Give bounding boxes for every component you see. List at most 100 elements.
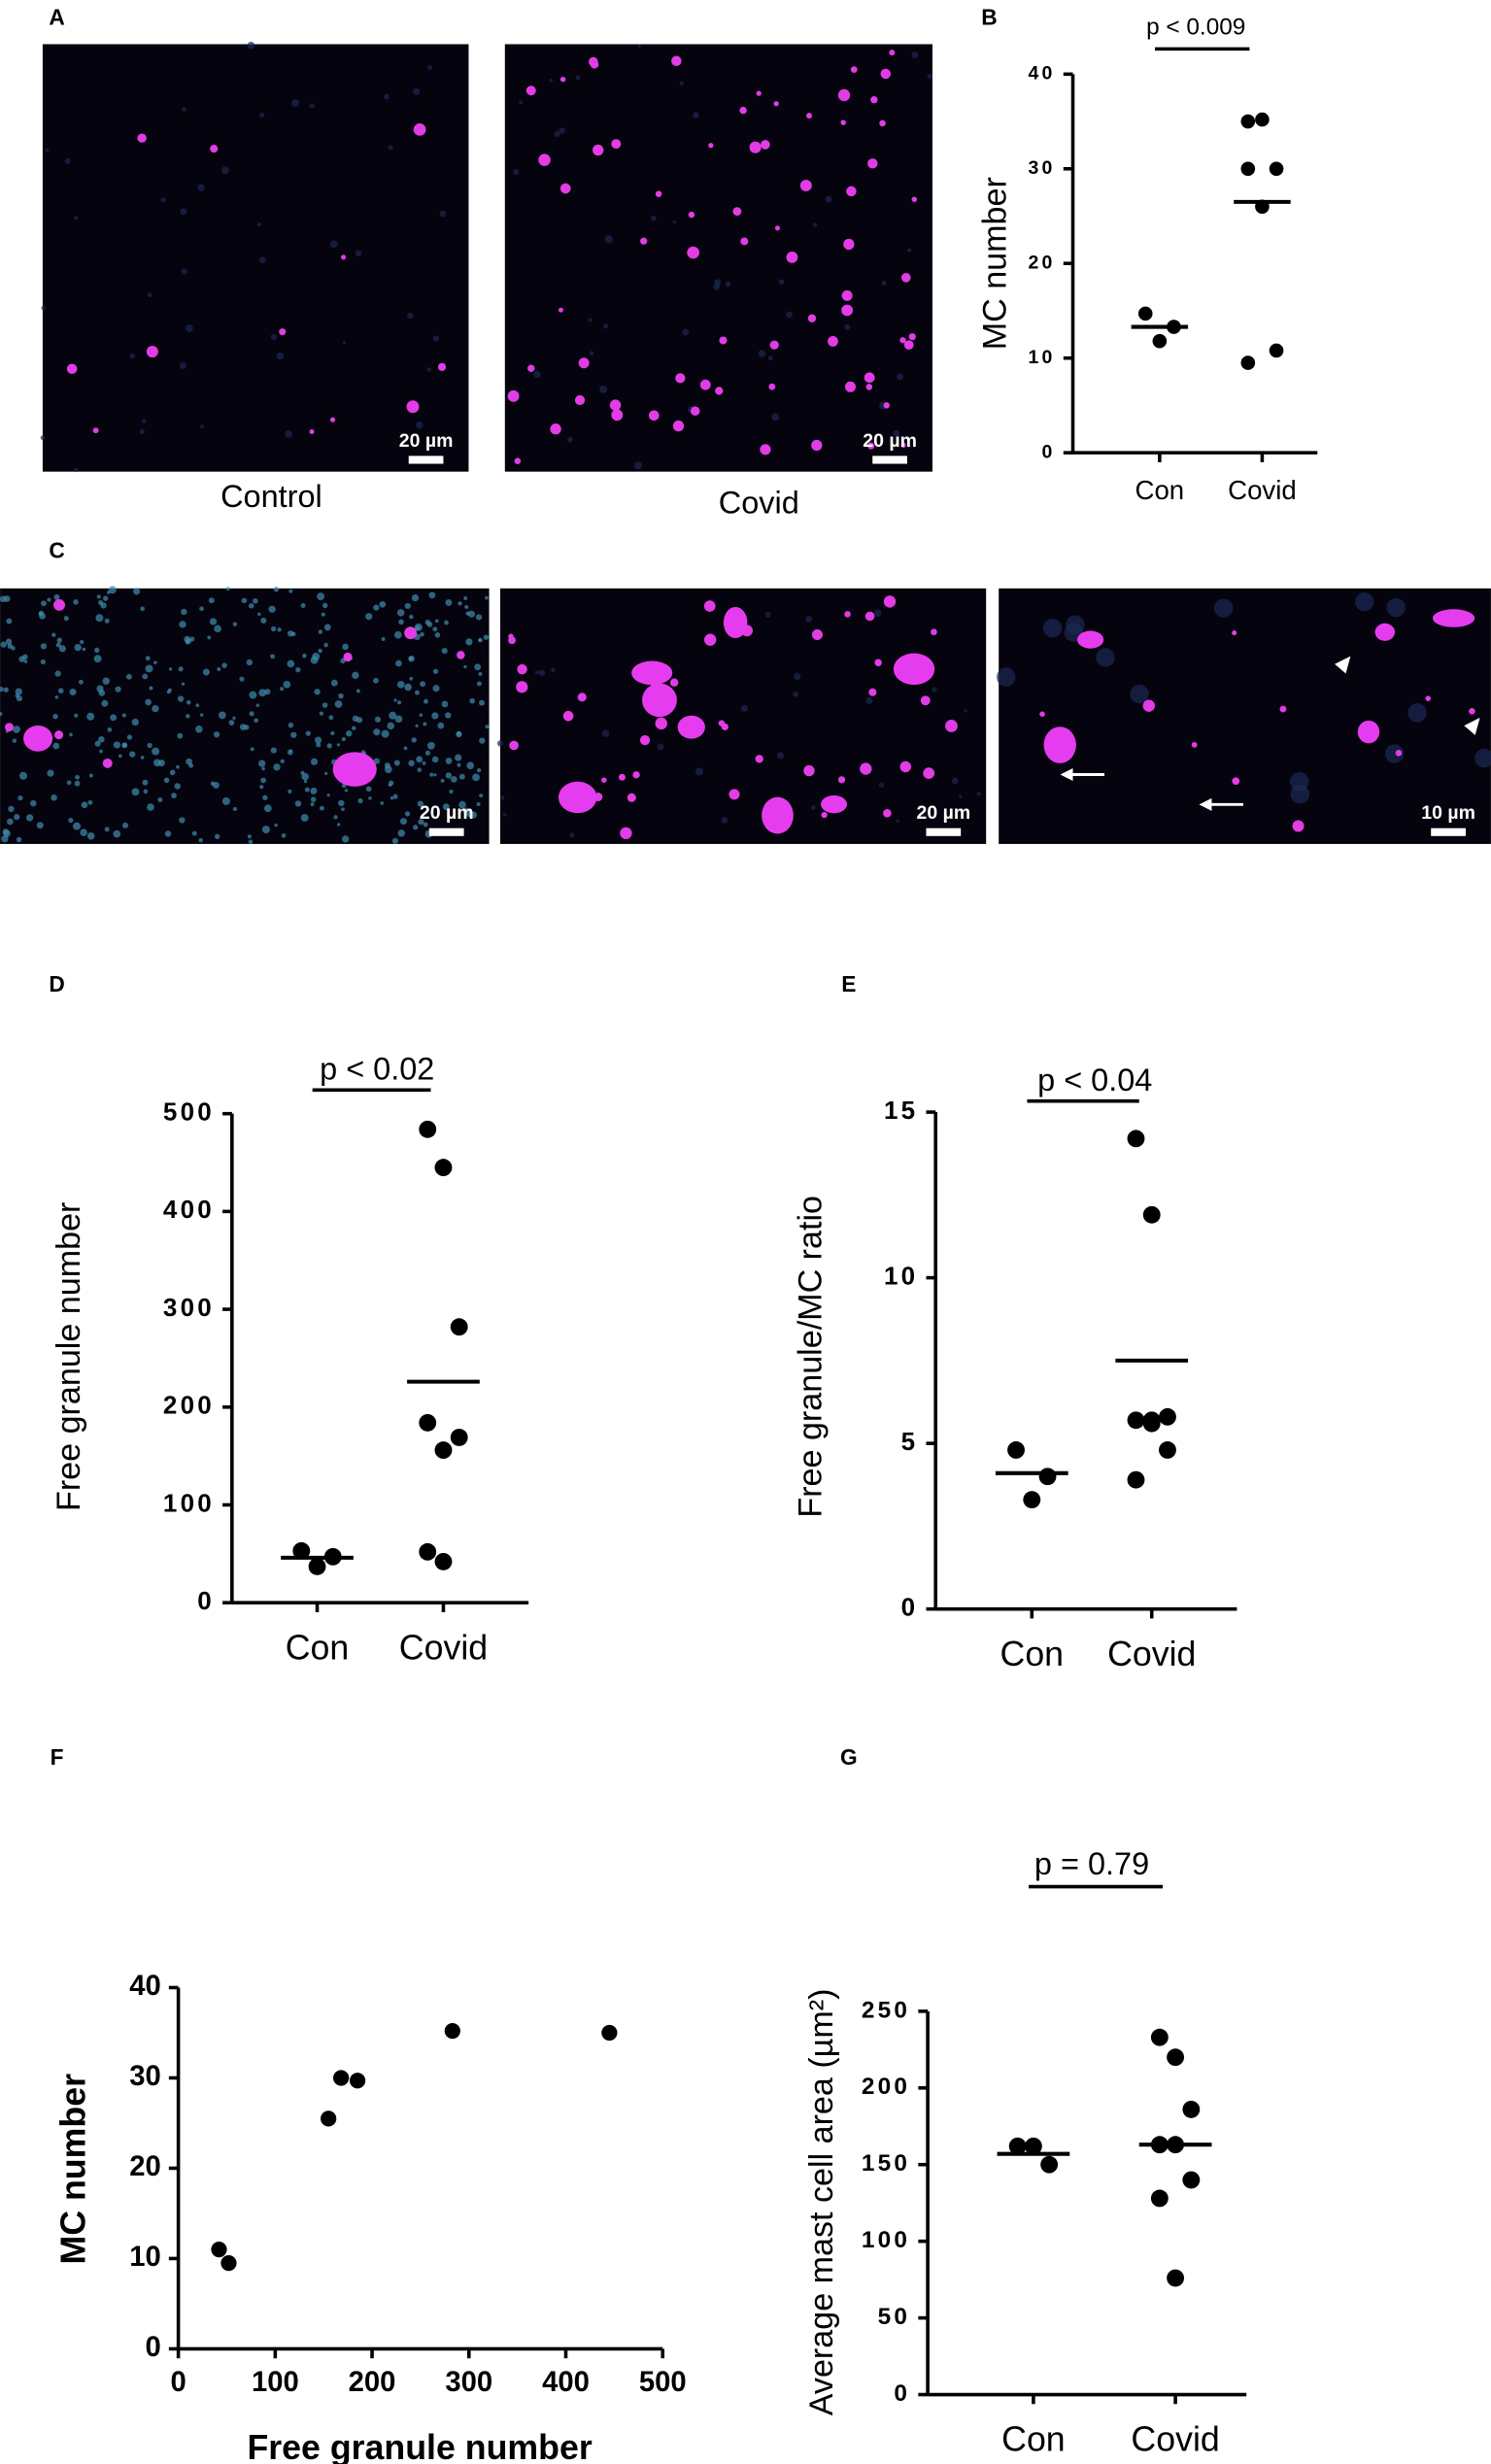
mast-cell <box>773 101 779 107</box>
nucleus <box>1407 703 1427 723</box>
nucleus <box>96 594 101 599</box>
data-point <box>1182 2171 1201 2189</box>
nucleus <box>149 686 153 691</box>
nucleus <box>393 698 397 702</box>
nucleus <box>142 419 147 423</box>
nucleus <box>810 805 816 810</box>
mast-cell <box>601 777 607 783</box>
nucleus <box>72 822 82 830</box>
nucleus <box>445 712 452 719</box>
mast-cell <box>640 237 648 245</box>
mast-cell <box>279 328 287 336</box>
nucleus <box>865 696 873 704</box>
nucleus <box>330 730 335 736</box>
y-tick-label: 10 <box>129 2242 161 2273</box>
nucleus <box>38 610 45 616</box>
nucleus <box>25 814 34 822</box>
nucleus <box>232 622 238 626</box>
nucleus <box>64 157 71 164</box>
mast-cell <box>589 56 598 67</box>
nucleus <box>693 112 699 118</box>
mast-cell <box>899 760 912 773</box>
data-point <box>1023 1491 1041 1509</box>
nucleus <box>379 600 387 608</box>
nucleus <box>163 777 170 784</box>
nucleus <box>388 145 393 151</box>
nucleus <box>651 215 657 221</box>
mast-cell <box>786 251 798 263</box>
nucleus <box>54 695 59 699</box>
nucleus <box>341 835 350 843</box>
nucleus <box>312 652 321 660</box>
data-point <box>349 2073 366 2089</box>
mast-cell <box>811 628 823 641</box>
mast-cell <box>516 681 528 693</box>
nucleus <box>476 802 481 807</box>
mast-cell <box>1395 750 1403 757</box>
mast-cell <box>740 237 749 246</box>
mast-cell <box>527 364 535 372</box>
nucleus <box>672 220 677 224</box>
nucleus <box>98 736 105 743</box>
data-point <box>211 2242 227 2258</box>
scale-bar <box>872 456 907 464</box>
nucleus <box>99 749 103 754</box>
y-axis-label: MC number <box>977 177 1014 350</box>
nucleus <box>465 809 474 818</box>
p-value: p < 0.02 <box>320 1051 434 1086</box>
nucleus <box>793 692 798 697</box>
x-tick-label: Covid <box>399 1628 488 1667</box>
mast-cell <box>893 653 935 686</box>
nucleus <box>679 81 684 85</box>
mast-cell <box>538 153 551 166</box>
nucleus <box>958 794 963 798</box>
nucleus <box>397 829 406 837</box>
nucleus <box>463 664 467 669</box>
nucleus <box>220 166 229 175</box>
nucleus <box>323 642 328 648</box>
nucleus <box>334 700 343 708</box>
nucleus <box>324 771 328 775</box>
data-point <box>1127 1470 1145 1489</box>
nucleus <box>695 767 703 776</box>
mast-cell <box>749 141 762 153</box>
nucleus <box>202 668 210 676</box>
nucleus <box>164 830 172 837</box>
mast-cell <box>92 427 99 434</box>
mast-cell <box>5 723 14 732</box>
panel-label: C <box>49 537 64 562</box>
nucleus <box>87 799 93 805</box>
nucleus <box>713 283 720 290</box>
nucleus <box>199 424 204 429</box>
nucleus <box>253 597 258 604</box>
panel-label: E <box>841 971 856 996</box>
nucleus <box>186 699 191 705</box>
mast-cell <box>1232 630 1237 636</box>
scale-label: 20 µm <box>420 802 474 824</box>
nucleus <box>1 835 9 843</box>
nucleus <box>199 606 204 612</box>
nucleus <box>794 672 801 681</box>
nucleus <box>247 41 255 50</box>
mast-cell <box>837 88 851 102</box>
data-point <box>419 1413 437 1432</box>
nucleus <box>483 634 490 640</box>
nucleus <box>457 601 462 606</box>
nucleus <box>221 796 230 805</box>
y-axis-label: Free granule/MC ratio <box>793 1196 830 1518</box>
mast-cell <box>843 238 855 251</box>
nucleus <box>420 631 424 637</box>
nucleus <box>213 731 220 738</box>
mast-cell <box>1374 623 1396 641</box>
y-tick-label: 400 <box>163 1195 215 1224</box>
y-tick-label: 10 <box>1028 347 1055 368</box>
nucleus <box>341 737 346 742</box>
nucleus <box>18 771 28 780</box>
nucleus <box>373 728 381 736</box>
mast-cell <box>1292 820 1305 832</box>
mast-cell <box>841 289 853 301</box>
nucleus <box>423 722 427 726</box>
nucleus <box>1066 615 1085 634</box>
nucleus <box>276 352 285 360</box>
mast-cell <box>811 439 823 452</box>
